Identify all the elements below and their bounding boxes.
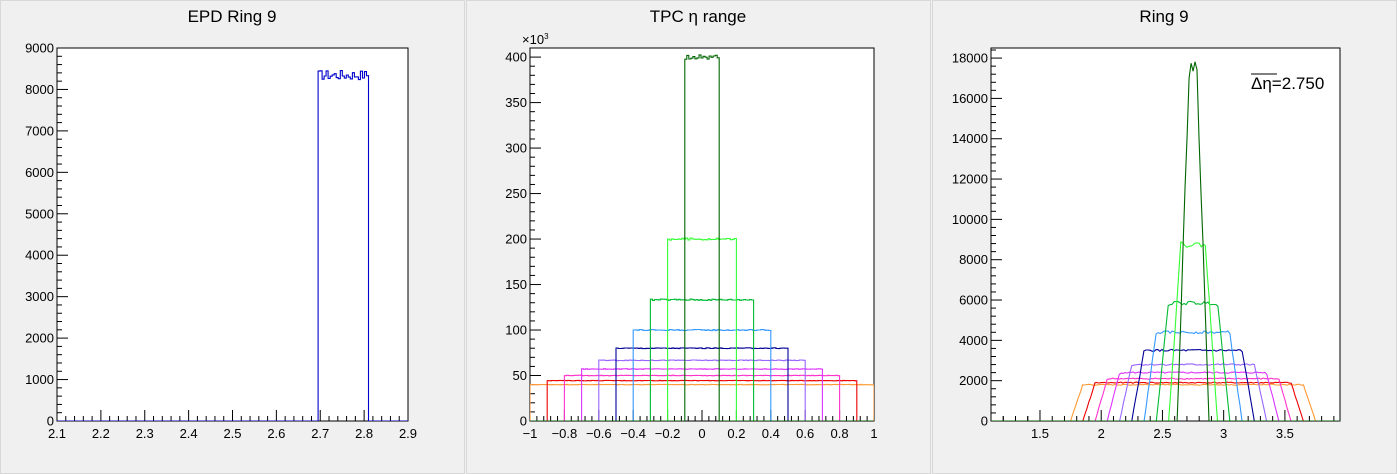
y-tick-label: 8000 [25,82,54,97]
x-tick-label: 1.5 [1031,426,1049,441]
y-tick-label: 150 [505,277,527,292]
y-tick-label: 6000 [25,165,54,180]
histogram-series-9 [530,237,874,421]
histogram-series-8 [991,300,1340,421]
histogram-series-1 [991,383,1340,421]
y-tick-label: 250 [505,186,527,201]
y-tick-label: 300 [505,141,527,156]
histogram-series-1 [57,70,408,421]
x-tick-label: −0.4 [620,426,646,441]
x-tick-label: 2 [1098,426,1105,441]
x-tick-label: 0.6 [796,426,814,441]
x-tick-label: −0.8 [552,426,578,441]
chart-title: EPD Ring 9 [188,7,277,26]
histogram-series-3 [530,374,874,421]
histogram-group [991,61,1340,421]
x-tick-label: 0 [698,426,705,441]
x-tick-label: 0.8 [831,426,849,441]
y-tick-label: 0 [520,414,527,429]
x-tick-label: 0.2 [727,426,745,441]
x-tick-label: 2.2 [92,426,110,441]
y-tick-label: 0 [981,414,988,429]
x-tick-label: −1 [523,426,538,441]
histogram-series-7 [530,328,874,421]
histogram-series-10 [991,61,1340,421]
chart-pane-1: EPD Ring 9 2.1 2.2 2.3 2.4 2.5 2.6 2.7 2.8 2.9 0 10… [0,0,465,474]
x-tick-label: 2.8 [355,426,373,441]
y-multiplier-exponent: 3 [544,32,549,41]
y-tick-label: 8000 [959,252,988,267]
x-tick-label: 2.6 [267,426,285,441]
histogram-series-9 [991,241,1340,421]
y-tick-label: 18000 [952,51,988,66]
x-tick-label: 2.9 [399,426,417,441]
y-tick-label: 9000 [25,41,54,56]
histogram-series-4 [530,368,874,421]
y-tick-label: 7000 [25,123,54,138]
y-tick-label: 6000 [959,293,988,308]
y-tick-label: 4000 [959,333,988,348]
y-tick-label: 400 [505,50,527,65]
y-multiplier: ×103 [522,32,549,47]
chart-pane-2: TPC η range −1 −0.8 −0.6 −0.4 −0.2 0 0.2 0.4 0.6 0… [466,0,931,474]
y-tick-label: 1000 [25,372,54,387]
y-tick-label: 5000 [25,206,54,221]
y-tick-label: 350 [505,95,527,110]
x-tick-label: 2.5 [223,426,241,441]
plot-frame [529,47,875,422]
chart-pane-3: Ring 9 1.5 2 2.5 3 3.5 0 2000 4000 6000 8000 10000 1… [932,0,1397,474]
histogram-series-3 [991,377,1340,421]
y-tick-label: 14000 [952,131,988,146]
x-tick-label: 2.7 [311,426,329,441]
x-tick-label: −0.2 [655,426,681,441]
x-tick-label: 3 [1220,426,1227,441]
y-tick-label: 200 [505,232,527,247]
histogram-series-1 [530,383,874,421]
y-tick-label: 2000 [959,373,988,388]
histogram-group [57,70,408,421]
plot-frame [56,47,409,422]
x-tick-label: 2.1 [48,426,66,441]
histogram-series-2 [991,381,1340,421]
x-tick-label: 1 [870,426,877,441]
y-tick-label: 3000 [25,289,54,304]
chart-title: TPC η range [650,7,746,26]
chart-title: Ring 9 [1139,7,1188,26]
x-tick-label: 2.4 [180,426,198,441]
y-tick-label: 16000 [952,91,988,106]
histogram-series-5 [991,363,1340,421]
x-tick-label: 2.5 [1153,426,1171,441]
histogram-group [530,54,874,421]
y-tick-label: 2000 [25,331,54,346]
histogram-series-10 [530,54,874,421]
y-tick-label: 4000 [25,248,54,263]
histogram-series-5 [530,359,874,421]
histogram-series-4 [991,371,1340,421]
histogram-series-6 [991,348,1340,421]
y-tick-label: 0 [47,414,54,429]
y-tick-label: 100 [505,323,527,338]
y-tick-label: 10000 [952,212,988,227]
histogram-series-8 [530,298,874,421]
histogram-series-7 [991,330,1340,421]
x-tick-label: 0.4 [762,426,780,441]
x-tick-label: −0.6 [586,426,612,441]
annotation-delta-eta: Δη=2.750 [1251,74,1324,93]
y-tick-label: 12000 [952,172,988,187]
x-tick-label: 2.3 [136,426,154,441]
y-tick-label: 50 [513,368,527,383]
histogram-series-2 [530,379,874,421]
x-tick-label: 3.5 [1276,426,1294,441]
histogram-series-6 [530,347,874,421]
